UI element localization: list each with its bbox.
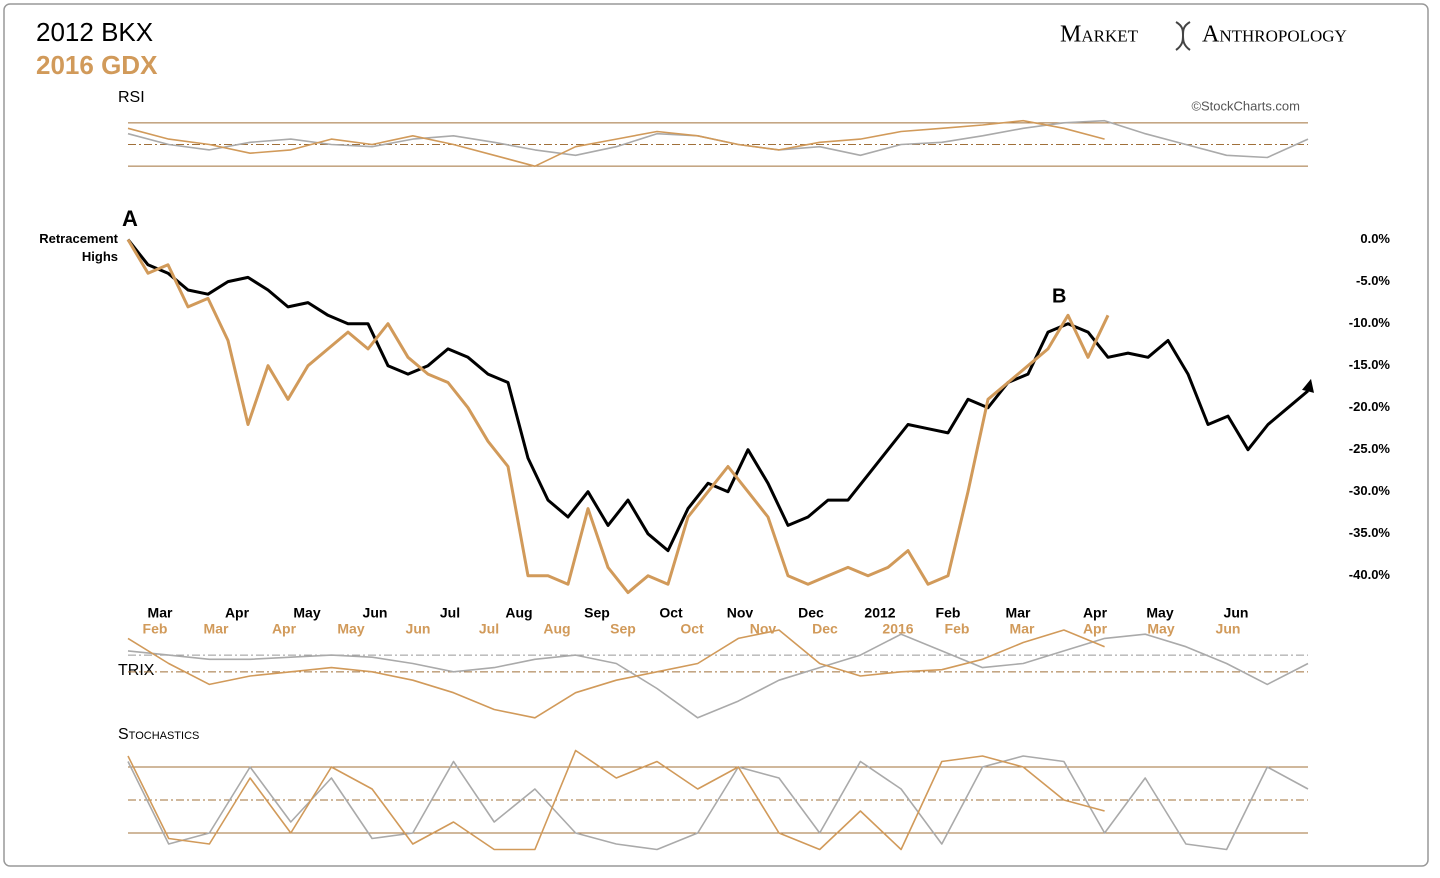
series-label: 2016 GDX <box>36 50 158 80</box>
x-tick-label: Aug <box>543 621 570 637</box>
x-tick-label: Oct <box>659 605 683 621</box>
panel-title: RSI <box>118 89 145 106</box>
y-tick-label: 0.0% <box>1360 231 1390 246</box>
x-tick-label: Apr <box>1083 605 1108 621</box>
x-tick-label: Jul <box>440 605 460 621</box>
panel-title: Stochastics <box>118 726 199 743</box>
panel-title: TRIX <box>118 662 155 679</box>
y-tick-label: -30.0% <box>1349 483 1391 498</box>
series-line <box>127 755 1309 851</box>
y-tick-label: -40.0% <box>1349 567 1391 582</box>
frame <box>3 3 1429 867</box>
arrow-head <box>1302 378 1314 393</box>
series-line <box>126 238 1309 553</box>
x-tick-label: Apr <box>1083 621 1108 637</box>
x-tick-label: Feb <box>945 621 970 637</box>
series-line <box>126 238 1110 595</box>
x-tick-label: Sep <box>584 605 610 621</box>
x-tick-label: Nov <box>727 605 754 621</box>
y-tick-label: -20.0% <box>1349 399 1391 414</box>
x-tick-label: Jun <box>1216 621 1241 637</box>
x-tick-label: Nov <box>750 621 777 637</box>
x-tick-label: 2012 <box>864 605 895 621</box>
x-tick-label: Jun <box>363 605 388 621</box>
x-tick-label: Aug <box>505 605 532 621</box>
x-tick-label: Jun <box>406 621 431 637</box>
x-tick-label: Mar <box>204 621 229 637</box>
series-line <box>127 633 1309 719</box>
y-tick-label: -25.0% <box>1349 441 1391 456</box>
x-tick-label: Mar <box>148 605 173 621</box>
x-tick-label: Dec <box>798 605 824 621</box>
x-tick-label: Apr <box>225 605 250 621</box>
x-tick-label: Jun <box>1224 605 1249 621</box>
y-tick-label: -10.0% <box>1349 315 1391 330</box>
series-label: 2012 BKX <box>36 17 153 47</box>
x-tick-label: Mar <box>1010 621 1035 637</box>
brand: Anthropology <box>1202 22 1347 48</box>
y-tick-label: -35.0% <box>1349 525 1391 540</box>
brand-icon <box>1175 21 1191 51</box>
series-line <box>127 749 1105 851</box>
y-tick-label: -5.0% <box>1356 273 1390 288</box>
source: ©StockCharts.com <box>1191 98 1300 113</box>
x-tick-label: Mar <box>1006 605 1031 621</box>
x-tick-label: Apr <box>272 621 297 637</box>
brand: Market <box>1060 22 1139 48</box>
x-tick-label: May <box>293 605 320 621</box>
series-line <box>127 629 1105 719</box>
annotation: A <box>122 206 138 231</box>
x-tick-label: Dec <box>812 621 838 637</box>
x-tick-label: 2016 <box>882 621 913 637</box>
x-tick-label: Feb <box>143 621 168 637</box>
x-tick-label: Feb <box>936 605 961 621</box>
annotation: Retracement Highs <box>39 231 118 264</box>
x-tick-label: Sep <box>610 621 636 637</box>
x-tick-label: May <box>1147 621 1174 637</box>
y-tick-label: -15.0% <box>1349 357 1391 372</box>
series-line <box>127 119 1105 167</box>
x-tick-label: Oct <box>680 621 704 637</box>
annotation: B <box>1052 285 1066 307</box>
x-tick-label: May <box>1146 605 1173 621</box>
x-tick-label: Jul <box>479 621 499 637</box>
x-tick-label: May <box>337 621 364 637</box>
